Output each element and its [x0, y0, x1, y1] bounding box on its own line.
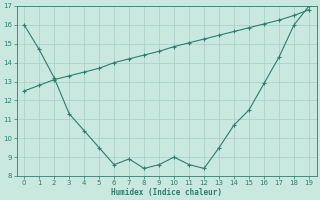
X-axis label: Humidex (Indice chaleur): Humidex (Indice chaleur) — [111, 188, 222, 197]
